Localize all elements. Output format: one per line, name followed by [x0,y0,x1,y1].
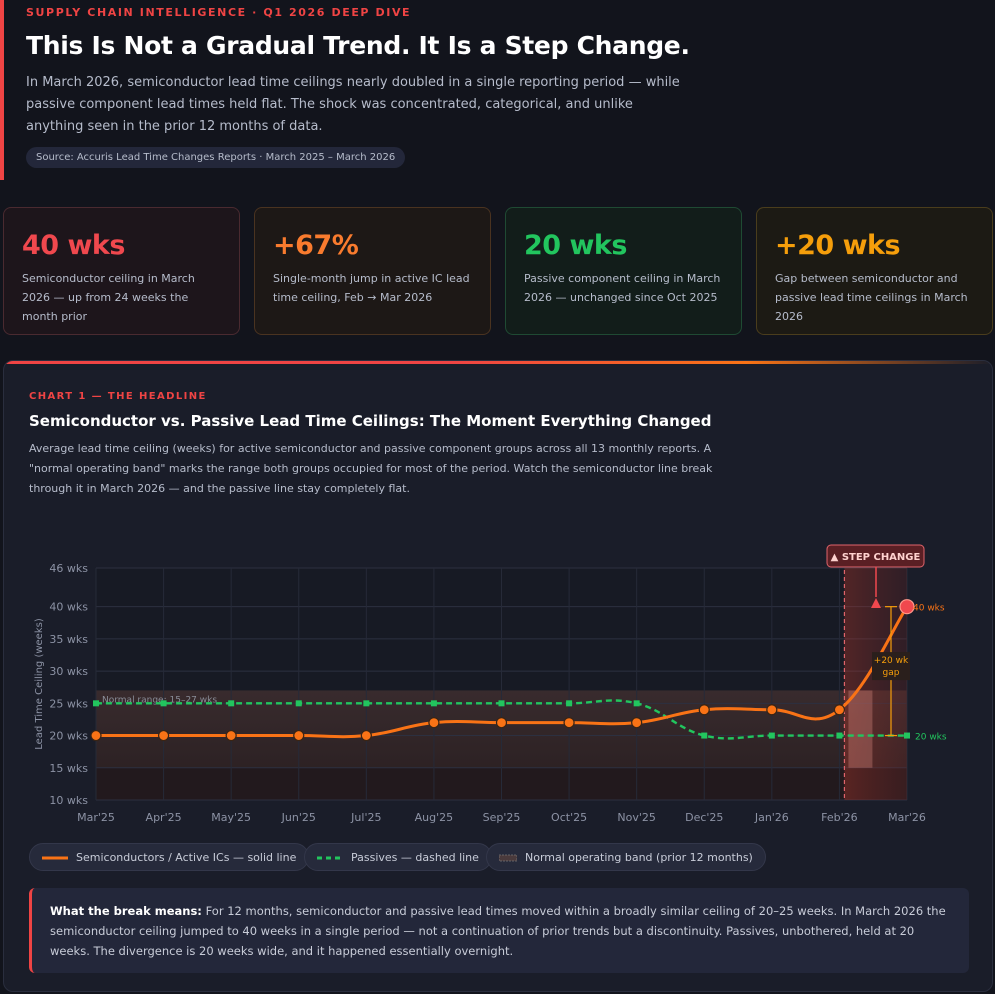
legend-item-semiconductors[interactable]: Semiconductors / Active ICs — solid line [29,843,310,871]
gap-label: +20 wk [874,656,909,666]
semiconductors-point [766,704,778,716]
solid-line-swatch-icon [42,856,68,860]
page-title: This Is Not a Gradual Trend. It Is a Ste… [26,31,690,60]
x-tick-label: Sep'25 [483,811,521,824]
y-tick-label: 46 wks [49,562,88,575]
chart-eyebrow: CHART 1 — THE HEADLINE [29,391,207,402]
passives-point [566,700,573,707]
passives-point [93,700,99,707]
source-badge: Source: Accuris Lead Time Changes Report… [26,147,406,168]
insight-callout: What the break means: For 12 months, sem… [29,888,969,973]
y-tick-label: 25 wks [49,697,88,710]
semiconductors-point-peak [899,599,915,615]
step-change-highlight [848,690,873,768]
kpi-value: 20 wks [524,230,627,261]
semiconductors-end-label: 40 wks [913,604,945,614]
kpi-card-semiconductor-ceiling: 40 wks Semiconductor ceiling in March 20… [3,207,240,335]
y-tick-label: 40 wks [49,601,88,614]
dashed-line-swatch-icon [317,856,343,860]
x-tick-label: Dec'25 [685,811,723,824]
kpi-value: +20 wks [775,230,901,261]
semiconductors-point [698,704,710,716]
header-eyebrow: SUPPLY CHAIN INTELLIGENCE · Q1 2026 DEEP… [26,6,412,19]
x-tick-label: Jan'26 [754,811,789,824]
legend-label: Normal operating band (prior 12 months) [525,851,753,864]
kpi-value: +67% [273,230,359,261]
passives-point [768,732,775,739]
y-tick-label: 30 wks [49,665,88,678]
x-tick-label: Mar'25 [77,811,115,824]
step-change-arrow-icon [871,598,881,608]
kpi-description: Passive component ceiling in March 2026 … [524,272,721,304]
kpi-description: Semiconductor ceiling in March 2026 — up… [22,272,195,323]
step-change-badge-label: ▲ STEP CHANGE [831,552,921,563]
line-chart: 10 wks 15 wks 20 wks 25 wks 30 wks 35 wks 40 w… [34,544,947,824]
semiconductors-point [428,717,440,729]
chart-title: Semiconductor vs. Passive Lead Time Ceil… [29,412,712,430]
semiconductors-point [157,729,170,742]
x-tick-label: May'25 [211,811,251,824]
x-tick-label: Jul'25 [350,811,381,824]
kpi-value: 40 wks [22,230,125,261]
callout-label: What the break means: [50,904,202,918]
semiconductors-point [563,717,575,729]
passives-point [498,700,505,707]
semiconductors-point [90,729,102,742]
y-tick-label: 35 wks [49,633,88,646]
kpi-card-gap: +20 wks Gap between semiconductor and pa… [756,207,993,335]
x-tick-label: Jun'25 [281,811,316,824]
passives-point [295,700,302,707]
legend-label: Semiconductors / Active ICs — solid line [76,851,297,864]
card-accent-line [4,361,992,364]
x-tick-label: Mar'26 [888,811,926,824]
semiconductors-point [495,717,508,729]
semiconductors-point [225,729,237,742]
band-label: Normal range: 15–27 wks [102,695,217,705]
x-tick-label: Oct'25 [551,811,587,824]
kpi-description: Gap between semiconductor and passive le… [775,272,968,323]
x-tick-label: Apr'25 [146,811,182,824]
y-tick-label: 10 wks [49,794,88,807]
y-tick-label: 15 wks [49,762,88,775]
kpi-card-monthly-jump: +67% Single-month jump in active IC lead… [254,207,491,335]
legend-item-normal-band[interactable]: Normal operating band (prior 12 months) [486,843,766,871]
chart-card: CHART 1 — THE HEADLINE Semiconductor vs.… [3,360,993,992]
header-lede: In March 2026, semiconductor lead time c… [26,75,680,134]
x-tick-label: Aug'25 [415,811,454,824]
x-tick-label: Feb'26 [821,811,858,824]
kpi-row: 40 wks Semiconductor ceiling in March 20… [3,207,993,335]
semiconductors-point [631,717,643,729]
passives-point [701,732,708,739]
kpi-description: Single-month jump in active IC lead time… [273,272,470,304]
legend-item-passives[interactable]: Passives — dashed line [304,843,492,871]
semiconductors-point [833,704,846,716]
passives-point [836,732,843,739]
page-header: SUPPLY CHAIN INTELLIGENCE · Q1 2026 DEEP… [0,0,995,180]
passives-point [228,700,235,707]
callout-text: For 12 months, semiconductor and passive… [50,904,946,958]
band-swatch-icon [499,854,517,862]
semiconductors-point [293,729,305,742]
x-tick-label: Nov'25 [617,811,656,824]
passives-point [633,700,640,707]
y-tick-label: 20 wks [49,730,88,743]
passives-point [160,700,167,707]
passives-point [430,700,437,707]
passives-end-label: 20 wks [915,733,947,743]
legend-label: Passives — dashed line [351,851,479,864]
semiconductors-point [360,729,372,742]
chart-description: Average lead time ceiling (weeks) for ac… [29,442,713,495]
passives-point [904,732,910,739]
gap-label: gap [883,668,900,678]
gap-label-bg [872,652,910,681]
passives-point [363,700,370,707]
kpi-card-passive-ceiling: 20 wks Passive component ceiling in Marc… [505,207,742,335]
y-axis-label: Lead Time Ceiling (weeks) [34,618,45,750]
